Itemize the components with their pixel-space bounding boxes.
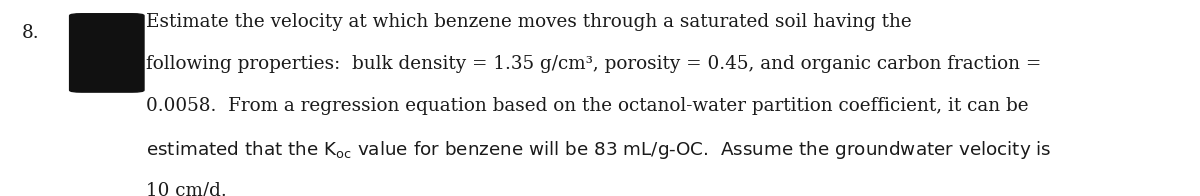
Text: estimated that the $\mathregular{K_{oc}}$ value for benzene will be 83 mL/g-OC. : estimated that the $\mathregular{K_{oc}}… bbox=[146, 139, 1052, 161]
FancyBboxPatch shape bbox=[70, 14, 144, 92]
Text: 8.: 8. bbox=[22, 24, 40, 42]
Text: following properties:  bulk density = 1.35 g/cm³, porosity = 0.45, and organic c: following properties: bulk density = 1.3… bbox=[146, 55, 1042, 73]
Text: Estimate the velocity at which benzene moves through a saturated soil having the: Estimate the velocity at which benzene m… bbox=[146, 13, 912, 31]
Text: 0.0058.  From a regression equation based on the octanol-water partition coeffic: 0.0058. From a regression equation based… bbox=[146, 97, 1030, 115]
Text: 10 cm/d.: 10 cm/d. bbox=[146, 181, 227, 196]
